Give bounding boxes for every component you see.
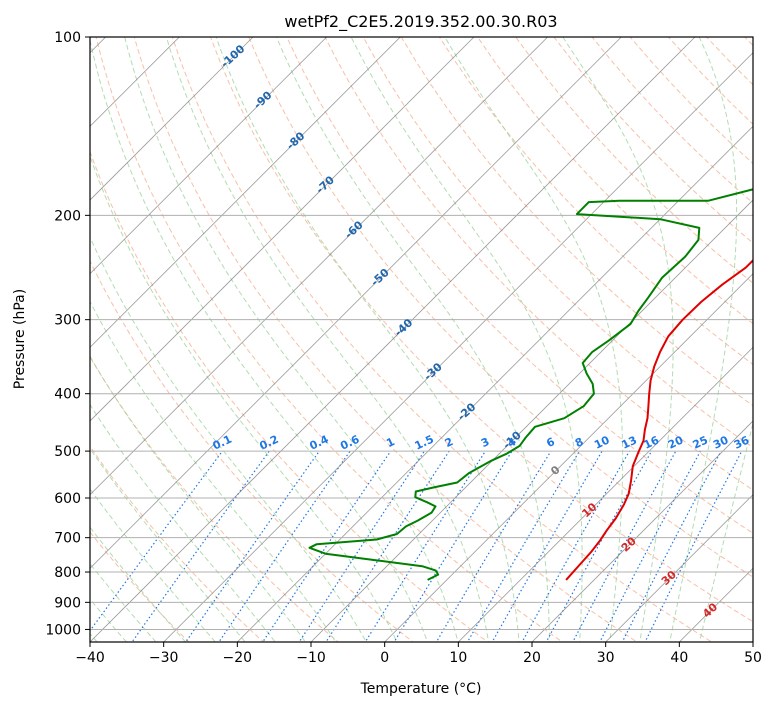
x-tick-label: 20 bbox=[523, 650, 541, 666]
x-tick-label: 50 bbox=[744, 650, 762, 666]
moist-adiabat bbox=[90, 235, 367, 642]
isotherm bbox=[237, 125, 753, 642]
mixing-ratio-label: 20 bbox=[666, 433, 686, 451]
isotherm bbox=[90, 37, 254, 201]
x-axis: −40 −30 −20 −10 0 10 20 30 40 50 bbox=[75, 642, 762, 666]
temperature-profile bbox=[565, 258, 753, 581]
y-tick-label: 500 bbox=[54, 444, 81, 460]
isotherm bbox=[310, 199, 753, 642]
y-axis: 100 200 300 400 500 600 700 800 900 1000 bbox=[45, 30, 90, 638]
mixing-ratio-label: 36 bbox=[732, 433, 752, 451]
x-tick-label: 40 bbox=[670, 650, 688, 666]
plot-frame bbox=[89, 36, 754, 643]
y-tick-label: 600 bbox=[54, 491, 81, 507]
profiles bbox=[308, 188, 753, 581]
isobars bbox=[90, 37, 753, 630]
dry-adiabat bbox=[171, 37, 713, 642]
mixing-ratio-label: 25 bbox=[691, 434, 710, 452]
isotherms bbox=[90, 37, 753, 642]
y-tick-label: 800 bbox=[54, 565, 81, 581]
plot-area: -100-90-80-70-60-50-40-30-20-10010203040… bbox=[90, 37, 753, 642]
isotherm bbox=[384, 273, 753, 642]
isotherm bbox=[605, 494, 753, 642]
x-axis-label: Temperature (°C) bbox=[360, 681, 482, 697]
y-tick-label: 900 bbox=[54, 595, 81, 611]
x-tick-label: −40 bbox=[75, 650, 105, 666]
y-tick-label: 400 bbox=[54, 387, 81, 403]
x-tick-label: −30 bbox=[149, 650, 179, 666]
isotherm bbox=[90, 37, 622, 569]
dewpoint-profile bbox=[308, 188, 753, 581]
mixing-ratio-label: 30 bbox=[711, 433, 731, 451]
isotherm bbox=[531, 420, 753, 642]
isotherm bbox=[163, 52, 753, 642]
x-tick-label: −10 bbox=[296, 650, 326, 666]
moist-adiabat bbox=[669, 37, 738, 642]
mixing-ratio-label: 13 bbox=[620, 434, 639, 452]
y-axis-label: Pressure (hPa) bbox=[12, 289, 28, 389]
y-tick-label: 200 bbox=[54, 208, 81, 224]
mixing-ratio-label: 16 bbox=[642, 433, 662, 451]
isotherm bbox=[90, 37, 696, 642]
dry-adiabat bbox=[438, 37, 753, 366]
x-tick-label: 0 bbox=[380, 650, 389, 666]
chart-title: wetPf2_C2E5.2019.352.00.30.R03 bbox=[284, 12, 557, 32]
moist-adiabat bbox=[215, 37, 520, 642]
isotherm bbox=[90, 37, 327, 275]
moist-adiabat bbox=[562, 37, 674, 642]
x-tick-label: 10 bbox=[449, 650, 467, 666]
y-tick-label: 1000 bbox=[45, 622, 81, 638]
isotherm bbox=[458, 346, 753, 642]
mixing-ratio-label: 10 bbox=[592, 433, 612, 451]
isotherm bbox=[90, 37, 548, 496]
y-tick-label: 100 bbox=[54, 30, 81, 46]
y-tick-label: 700 bbox=[54, 531, 81, 547]
y-tick-label: 300 bbox=[54, 313, 81, 329]
dry-adiabat bbox=[400, 37, 753, 407]
x-tick-label: −20 bbox=[223, 650, 253, 666]
isotherm bbox=[90, 37, 475, 422]
isotherm bbox=[90, 37, 401, 348]
dry-adiabat bbox=[324, 37, 753, 491]
moist-adiabat bbox=[90, 355, 307, 642]
x-tick-label: 30 bbox=[597, 650, 615, 666]
